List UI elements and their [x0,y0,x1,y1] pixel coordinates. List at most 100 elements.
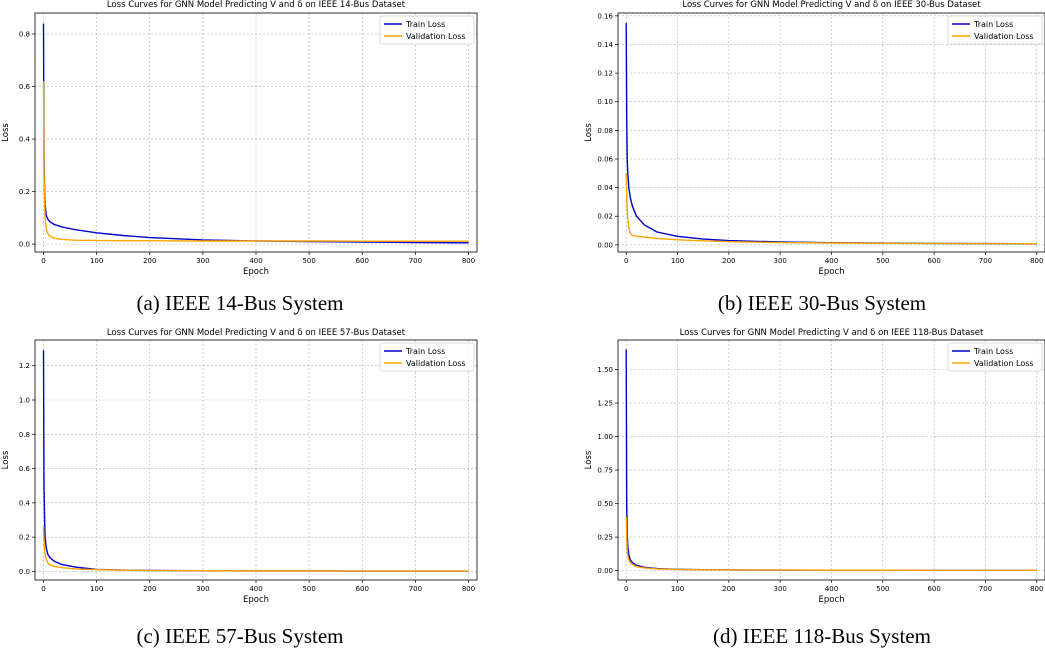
panel-caption: (d) IEEE 118-Bus System [713,624,931,648]
y-tick-label: 0.08 [597,127,613,135]
x-tick-label: 600 [356,257,369,265]
y-tick-label: 0.50 [597,500,613,508]
x-tick-label: 200 [722,585,735,593]
panel-caption: (b) IEEE 30-Bus System [718,291,926,315]
x-tick-label: 700 [409,257,422,265]
y-tick-label: 0.4 [19,499,31,507]
x-tick-label: 0 [41,257,45,265]
y-tick-label: 1.50 [597,366,613,374]
x-tick-label: 800 [462,585,475,593]
legend-label: Validation Loss [974,359,1034,368]
x-tick-label: 600 [927,257,940,265]
chart-title: Loss Curves for GNN Model Predicting V a… [682,0,981,10]
y-tick-label: 0.00 [597,241,613,249]
x-tick-label: 100 [90,257,103,265]
x-tick-label: 400 [249,257,262,265]
y-tick-label: 0.16 [597,12,613,20]
x-tick-label: 300 [773,257,786,265]
x-tick-label: 800 [462,257,475,265]
x-tick-label: 200 [143,257,156,265]
x-tick-label: 0 [41,585,45,593]
y-axis-label: Loss [1,123,11,142]
x-tick-label: 200 [143,585,156,593]
y-tick-label: 1.2 [19,362,30,370]
panel-caption: (a) IEEE 14-Bus System [136,291,343,315]
y-tick-label: 0.75 [597,467,613,475]
y-tick-label: 0.8 [19,31,30,39]
y-tick-label: 0.06 [597,155,613,163]
x-tick-label: 300 [773,585,786,593]
x-axis-label: Epoch [243,595,269,605]
legend-label: Train Loss [973,347,1013,356]
y-tick-label: 0.8 [19,431,30,439]
y-tick-label: 0.02 [597,213,613,221]
x-tick-label: 600 [927,585,940,593]
chart-title: Loss Curves for GNN Model Predicting V a… [107,328,406,338]
y-tick-label: 1.25 [597,400,613,408]
y-tick-label: 0.4 [19,136,31,144]
panel-14-bus: 0 100 200 300 400 500 600 700 800 0.0 0.2 0.4 0.6 0.8… [1,0,478,315]
legend-label: Validation Loss [406,359,466,368]
x-tick-label: 200 [722,257,735,265]
x-tick-label: 700 [409,585,422,593]
panel-118-bus: 0 100 200 300 400 500 600 700 800 0.00 0.25 0.50 0.7… [584,328,1045,648]
x-tick-label: 700 [979,257,992,265]
panel-57-bus: 0 100 200 300 400 500 600 700 800 0.0 0.2 0.4 0.6 0.8… [1,328,478,648]
legend-label: Validation Loss [406,32,466,41]
legend-label: Validation Loss [974,32,1034,41]
x-tick-label: 400 [825,585,838,593]
y-tick-label: 0.12 [597,70,613,78]
x-tick-label: 500 [302,585,315,593]
legend-box [947,342,1043,372]
chart-title: Loss Curves for GNN Model Predicting V a… [680,328,984,338]
legend-label: Train Loss [405,20,445,29]
y-tick-label: 0.0 [19,568,30,576]
x-tick-label: 800 [1030,585,1043,593]
x-tick-label: 300 [196,257,209,265]
y-tick-label: 0.2 [19,534,30,542]
x-tick-label: 500 [302,257,315,265]
y-tick-label: 0.00 [597,567,613,575]
y-tick-label: 0.6 [19,83,31,91]
series-line-validation-loss [42,81,469,242]
y-axis-label: Loss [584,123,594,142]
y-tick-label: 0.0 [19,241,30,249]
legend-box [379,342,475,372]
legend-box [947,15,1043,45]
x-tick-label: 0 [624,585,628,593]
series-line-validation-loss [625,173,1037,245]
x-axis-label: Epoch [243,267,269,277]
y-tick-label: 0.10 [597,98,613,106]
y-tick-label: 1.00 [597,433,613,441]
legend-label: Train Loss [973,20,1013,29]
axes-frame [34,12,478,253]
series-line-validation-loss [625,516,1037,571]
y-tick-label: 0.2 [19,188,30,196]
y-tick-label: 0.25 [597,534,613,542]
x-tick-label: 600 [356,585,369,593]
y-axis-label: Loss [584,450,594,469]
x-axis-label: Epoch [818,595,844,605]
x-tick-label: 500 [876,585,889,593]
x-tick-label: 800 [1030,257,1043,265]
x-tick-label: 300 [196,585,209,593]
legend-box [379,15,475,45]
x-tick-label: 100 [671,585,684,593]
y-axis-label: Loss [1,450,11,469]
x-tick-label: 100 [90,585,103,593]
x-tick-label: 700 [979,585,992,593]
x-tick-label: 0 [624,257,628,265]
panel-caption: (c) IEEE 57-Bus System [136,624,343,648]
series-line-validation-loss [42,526,469,572]
y-tick-label: 0.14 [597,41,613,49]
x-axis-label: Epoch [818,267,844,277]
panel-30-bus: 0 100 200 300 400 500 600 700 800 0.00 0.02 0.04 0.0… [584,0,1045,315]
x-tick-label: 400 [825,257,838,265]
y-tick-label: 1.0 [19,397,30,405]
legend-label: Train Loss [405,347,445,356]
x-tick-label: 400 [249,585,262,593]
chart-title: Loss Curves for GNN Model Predicting V a… [107,0,406,10]
x-tick-label: 500 [876,257,889,265]
x-tick-label: 100 [671,257,684,265]
